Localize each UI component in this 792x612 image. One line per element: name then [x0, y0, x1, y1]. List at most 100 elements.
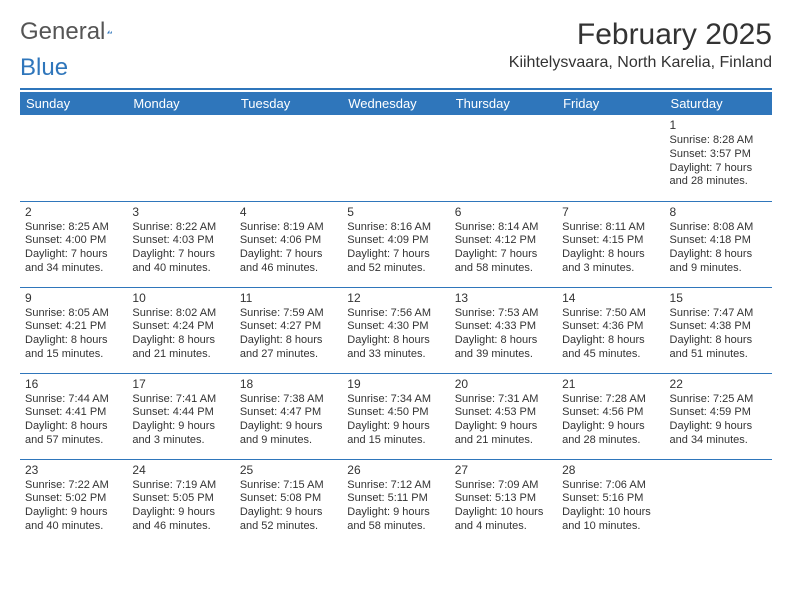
day-number: 28	[562, 463, 659, 478]
sunrise-text: Sunrise: 8:28 AM	[670, 134, 767, 148]
calendar-week-row: 2Sunrise: 8:25 AMSunset: 4:00 PMDaylight…	[20, 201, 772, 287]
calendar-cell: 22Sunrise: 7:25 AMSunset: 4:59 PMDayligh…	[665, 373, 772, 459]
calendar-cell	[342, 115, 449, 201]
sunrise-text: Sunrise: 7:56 AM	[347, 307, 444, 321]
daylight-text: Daylight: 8 hours and 21 minutes.	[132, 334, 229, 362]
calendar-cell: 8Sunrise: 8:08 AMSunset: 4:18 PMDaylight…	[665, 201, 772, 287]
sunrise-text: Sunrise: 7:12 AM	[347, 479, 444, 493]
calendar-cell: 4Sunrise: 8:19 AMSunset: 4:06 PMDaylight…	[235, 201, 342, 287]
sunset-text: Sunset: 4:47 PM	[240, 406, 337, 420]
daylight-text: Daylight: 9 hours and 28 minutes.	[562, 420, 659, 448]
day-number: 24	[132, 463, 229, 478]
day-number: 20	[455, 377, 552, 392]
sunset-text: Sunset: 5:11 PM	[347, 492, 444, 506]
sunset-text: Sunset: 5:02 PM	[25, 492, 122, 506]
location: Kiihtelysvaara, North Karelia, Finland	[509, 54, 772, 72]
sunset-text: Sunset: 5:13 PM	[455, 492, 552, 506]
day-number: 17	[132, 377, 229, 392]
day-number: 14	[562, 291, 659, 306]
calendar-cell	[665, 459, 772, 545]
sunrise-text: Sunrise: 8:16 AM	[347, 221, 444, 235]
sunrise-text: Sunrise: 7:53 AM	[455, 307, 552, 321]
day-number: 22	[670, 377, 767, 392]
sunset-text: Sunset: 4:56 PM	[562, 406, 659, 420]
day-number: 21	[562, 377, 659, 392]
sunset-text: Sunset: 4:33 PM	[455, 320, 552, 334]
logo-text-1: General	[20, 18, 105, 46]
daylight-text: Daylight: 8 hours and 39 minutes.	[455, 334, 552, 362]
sunset-text: Sunset: 4:38 PM	[670, 320, 767, 334]
day-number: 6	[455, 205, 552, 220]
day-number: 9	[25, 291, 122, 306]
daylight-text: Daylight: 7 hours and 40 minutes.	[132, 248, 229, 276]
top-rule	[20, 88, 772, 90]
calendar-week-row: 9Sunrise: 8:05 AMSunset: 4:21 PMDaylight…	[20, 287, 772, 373]
sunrise-text: Sunrise: 7:31 AM	[455, 393, 552, 407]
calendar-cell: 28Sunrise: 7:06 AMSunset: 5:16 PMDayligh…	[557, 459, 664, 545]
daylight-text: Daylight: 7 hours and 34 minutes.	[25, 248, 122, 276]
sunrise-text: Sunrise: 8:08 AM	[670, 221, 767, 235]
day-number: 15	[670, 291, 767, 306]
day-number: 27	[455, 463, 552, 478]
sunset-text: Sunset: 4:06 PM	[240, 234, 337, 248]
calendar-cell	[557, 115, 664, 201]
daylight-text: Daylight: 7 hours and 58 minutes.	[455, 248, 552, 276]
calendar-cell: 23Sunrise: 7:22 AMSunset: 5:02 PMDayligh…	[20, 459, 127, 545]
calendar-cell	[127, 115, 234, 201]
daylight-text: Daylight: 8 hours and 33 minutes.	[347, 334, 444, 362]
sunrise-text: Sunrise: 7:38 AM	[240, 393, 337, 407]
calendar-cell: 5Sunrise: 8:16 AMSunset: 4:09 PMDaylight…	[342, 201, 449, 287]
day-number: 2	[25, 205, 122, 220]
sunrise-text: Sunrise: 7:41 AM	[132, 393, 229, 407]
day-number: 10	[132, 291, 229, 306]
logo-sail-icon	[107, 22, 112, 42]
sunrise-text: Sunrise: 8:14 AM	[455, 221, 552, 235]
sunrise-text: Sunrise: 7:34 AM	[347, 393, 444, 407]
sunset-text: Sunset: 4:59 PM	[670, 406, 767, 420]
sunrise-text: Sunrise: 7:09 AM	[455, 479, 552, 493]
sunset-text: Sunset: 5:08 PM	[240, 492, 337, 506]
day-number: 4	[240, 205, 337, 220]
sunrise-text: Sunrise: 7:22 AM	[25, 479, 122, 493]
sunrise-text: Sunrise: 7:59 AM	[240, 307, 337, 321]
calendar-header-row: Sunday Monday Tuesday Wednesday Thursday…	[20, 92, 772, 115]
day-number: 12	[347, 291, 444, 306]
sunset-text: Sunset: 4:44 PM	[132, 406, 229, 420]
calendar-week-row: 23Sunrise: 7:22 AMSunset: 5:02 PMDayligh…	[20, 459, 772, 545]
sunrise-text: Sunrise: 8:11 AM	[562, 221, 659, 235]
day-number: 16	[25, 377, 122, 392]
sunset-text: Sunset: 4:15 PM	[562, 234, 659, 248]
daylight-text: Daylight: 9 hours and 3 minutes.	[132, 420, 229, 448]
daylight-text: Daylight: 7 hours and 28 minutes.	[670, 162, 767, 190]
daylight-text: Daylight: 8 hours and 51 minutes.	[670, 334, 767, 362]
sunset-text: Sunset: 5:05 PM	[132, 492, 229, 506]
sunrise-text: Sunrise: 7:19 AM	[132, 479, 229, 493]
calendar-cell: 13Sunrise: 7:53 AMSunset: 4:33 PMDayligh…	[450, 287, 557, 373]
calendar-cell	[450, 115, 557, 201]
daylight-text: Daylight: 9 hours and 9 minutes.	[240, 420, 337, 448]
sunrise-text: Sunrise: 7:50 AM	[562, 307, 659, 321]
day-number: 7	[562, 205, 659, 220]
daylight-text: Daylight: 10 hours and 4 minutes.	[455, 506, 552, 534]
daylight-text: Daylight: 9 hours and 21 minutes.	[455, 420, 552, 448]
daylight-text: Daylight: 9 hours and 46 minutes.	[132, 506, 229, 534]
sunrise-text: Sunrise: 8:22 AM	[132, 221, 229, 235]
day-number: 25	[240, 463, 337, 478]
calendar-cell	[235, 115, 342, 201]
calendar-cell: 7Sunrise: 8:11 AMSunset: 4:15 PMDaylight…	[557, 201, 664, 287]
calendar-cell	[20, 115, 127, 201]
month-title: February 2025	[509, 18, 772, 52]
day-number: 5	[347, 205, 444, 220]
sunrise-text: Sunrise: 8:19 AM	[240, 221, 337, 235]
weekday-header: Saturday	[665, 92, 772, 115]
daylight-text: Daylight: 9 hours and 40 minutes.	[25, 506, 122, 534]
sunset-text: Sunset: 4:00 PM	[25, 234, 122, 248]
sunrise-text: Sunrise: 7:44 AM	[25, 393, 122, 407]
daylight-text: Daylight: 9 hours and 52 minutes.	[240, 506, 337, 534]
sunrise-text: Sunrise: 8:25 AM	[25, 221, 122, 235]
daylight-text: Daylight: 10 hours and 10 minutes.	[562, 506, 659, 534]
sunrise-text: Sunrise: 8:02 AM	[132, 307, 229, 321]
weekday-header: Wednesday	[342, 92, 449, 115]
daylight-text: Daylight: 8 hours and 3 minutes.	[562, 248, 659, 276]
sunrise-text: Sunrise: 7:25 AM	[670, 393, 767, 407]
